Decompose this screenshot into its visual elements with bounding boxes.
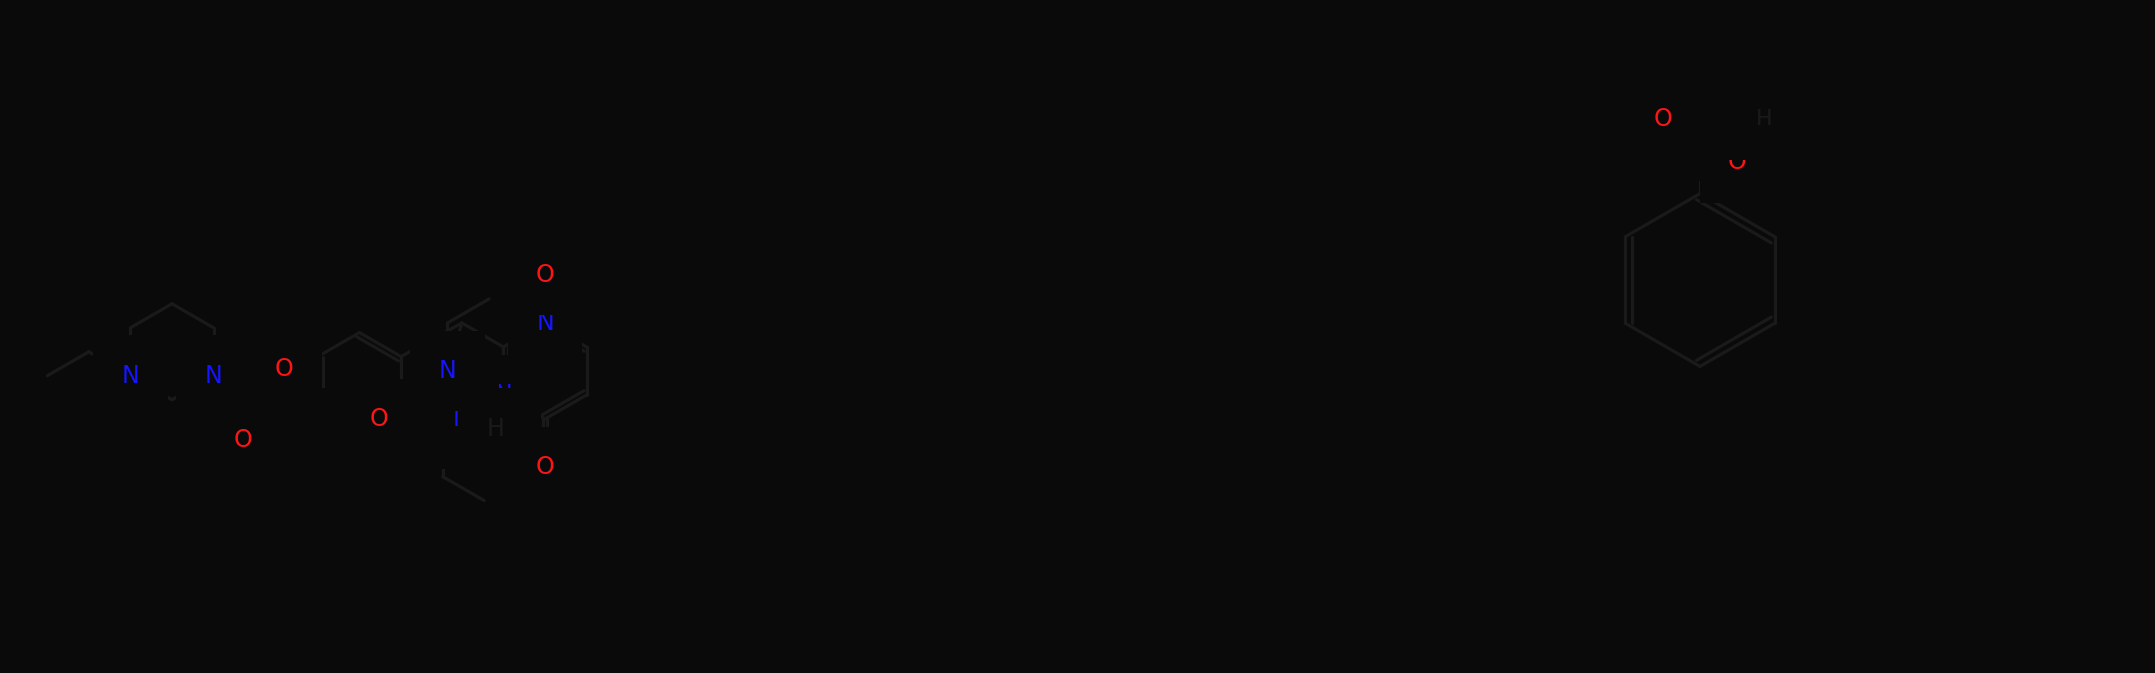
Text: N: N	[453, 407, 470, 431]
Text: N: N	[496, 383, 513, 407]
Text: N: N	[537, 311, 554, 335]
Text: H: H	[487, 417, 504, 441]
Text: O: O	[274, 357, 293, 381]
Text: O: O	[433, 417, 453, 441]
Text: N: N	[440, 359, 457, 383]
Text: O: O	[369, 407, 388, 431]
Text: S: S	[1692, 129, 1707, 153]
Text: S: S	[256, 392, 272, 417]
Text: N: N	[121, 364, 140, 388]
Text: N: N	[205, 364, 222, 388]
Text: O: O	[537, 455, 554, 479]
Text: O: O	[1653, 107, 1672, 131]
Text: O: O	[1728, 107, 1748, 131]
Text: O: O	[537, 263, 554, 287]
Text: N: N	[351, 417, 369, 441]
Text: O: O	[1728, 150, 1748, 174]
Text: H: H	[1756, 109, 1771, 129]
Text: O: O	[233, 428, 252, 452]
